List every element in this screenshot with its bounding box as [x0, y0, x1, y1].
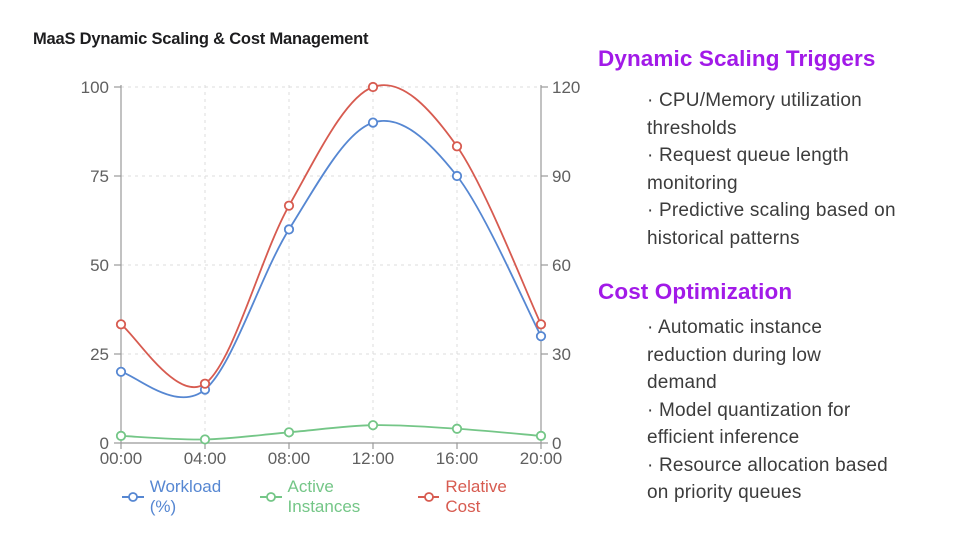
legend-item-workload[interactable]: Workload (%)	[121, 477, 247, 517]
data-point-marker	[115, 319, 127, 330]
series-relative-cost	[115, 81, 547, 389]
bullet-item: · CPU/Memory utilization thresholds	[647, 90, 862, 139]
left-axis-tick-label: 100	[81, 78, 109, 97]
legend-line-marker-icon	[122, 492, 144, 502]
right-axis-tick-label: 120	[552, 78, 580, 97]
legend-line-marker-icon	[417, 492, 440, 502]
left-axis-tick-label: 50	[90, 256, 109, 275]
data-point-marker	[199, 378, 211, 389]
data-point-marker	[535, 319, 547, 330]
data-point-marker	[451, 170, 463, 182]
chart-legend: Workload (%) Active Instances Relative Cos…	[121, 477, 541, 517]
left-axis-tick-label: 0	[100, 434, 109, 453]
bullet-item: · Automatic instance reduction during lo…	[647, 317, 823, 393]
bullet-item: · Predictive scaling based on historical…	[647, 200, 896, 249]
gridlines	[121, 85, 541, 443]
data-point-marker	[367, 420, 379, 431]
bullet-list-cost-optimization: · Automatic instance reduction during lo…	[647, 314, 959, 507]
chart-title: MaaS Dynamic Scaling & Cost Management	[33, 30, 369, 48]
legend-item-active-instances[interactable]: Active Instances	[259, 477, 405, 517]
legend-label: Active Instances	[287, 477, 361, 516]
x-axis-tick-label: 00:00	[100, 449, 143, 468]
right-axis-tick-label: 0	[552, 434, 561, 453]
section-heading-scaling-triggers: Dynamic Scaling Triggers	[598, 46, 876, 71]
legend-label: Workload (%)	[149, 477, 222, 516]
right-axis-tick-label: 30	[552, 345, 571, 364]
data-point-marker	[451, 423, 463, 434]
data-point-marker	[283, 427, 295, 438]
bullet-list-scaling-triggers: · CPU/Memory utilization thresholds · Req…	[647, 87, 959, 252]
data-point-marker	[535, 430, 547, 441]
data-point-marker	[535, 331, 547, 342]
bullet-item: · Request queue length monitoring	[647, 145, 849, 194]
data-point-marker	[115, 366, 127, 377]
axes	[114, 85, 548, 449]
data-point-marker	[115, 430, 127, 441]
data-point-marker	[283, 224, 295, 235]
x-axis-tick-label: 16:00	[436, 449, 479, 468]
right-axis-tick-label: 60	[552, 256, 571, 275]
left-axis-tick-label: 25	[90, 345, 109, 364]
legend-line-marker-icon	[259, 492, 282, 502]
legend-label: Relative Cost	[445, 477, 507, 516]
data-point-marker	[367, 117, 379, 128]
bullet-item: · Resource allocation based on priority …	[647, 454, 888, 504]
x-axis-tick-label: 20:00	[520, 449, 563, 468]
legend-item-relative-cost[interactable]: Relative Cost	[417, 477, 541, 517]
right-axis-tick-label: 90	[552, 167, 571, 186]
data-point-marker	[283, 200, 295, 211]
x-axis-tick-label: 04:00	[184, 449, 227, 468]
x-axis-tick-label: 08:00	[268, 449, 311, 468]
data-point-marker	[199, 434, 211, 445]
section-heading-cost-optimization: Cost Optimization	[598, 279, 793, 304]
x-axis-tick-label: 12:00	[352, 449, 395, 468]
bullet-item: · Model quantization for efficient infer…	[647, 399, 851, 449]
series-active-instances	[115, 420, 547, 445]
series-workload	[115, 117, 547, 399]
data-point-marker	[451, 141, 463, 152]
left-axis-tick-label: 75	[90, 167, 109, 186]
data-point-marker	[367, 81, 379, 93]
